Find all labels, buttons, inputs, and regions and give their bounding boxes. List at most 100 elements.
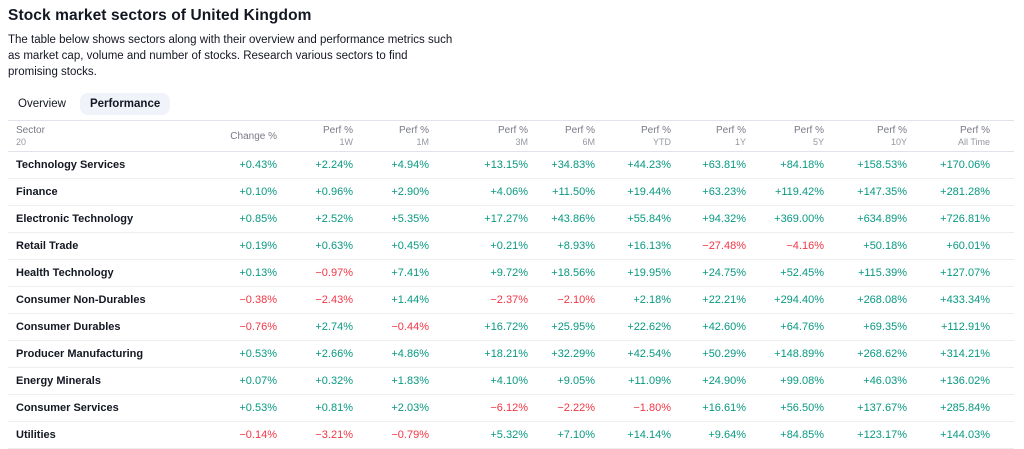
column-sublabel: 6M [582,137,595,147]
perf-value-cell: −2.43% [277,286,353,314]
perf-value-cell: +9.05% [528,367,595,395]
table-body: Technology Services +0.43% +2.24% +4.94% +13… [8,151,1014,449]
perf-value-cell: +44.23% [595,151,671,179]
column-header-ytd[interactable]: Perf % YTD [595,120,671,152]
perf-value-cell: −1.80% [595,394,671,422]
perf-value-cell: +1.83% [353,367,429,395]
sector-name-consumer-non-durables[interactable]: Consumer Non-Durables [8,286,213,314]
sectors-table: Sector 20 Change % Perf % 1W Perf % 1M Perf %… [8,120,1014,449]
perf-value-cell: +94.32% [671,205,746,233]
perf-value-cell: +55.84% [595,205,671,233]
table-row[interactable]: Electronic Technology +0.85% +2.52% +5.35% +… [8,205,1014,233]
perf-value-cell: +17.27% [429,205,528,233]
table-row[interactable]: Consumer Durables −0.76% +2.74% −0.44% +16.7… [8,313,1014,341]
table-row[interactable]: Producer Manufacturing +0.53% +2.66% +4.86%… [8,340,1014,368]
column-header-10y[interactable]: Perf % 10Y [824,120,907,152]
perf-value-cell: +9.72% [429,259,528,287]
column-sublabel: 3M [515,137,528,147]
perf-value-cell: +127.07% [907,259,1014,287]
perf-value-cell: +18.21% [429,340,528,368]
table-row[interactable]: Finance +0.10% +0.96% +2.90% +4.06% +11.50% +1… [8,178,1014,206]
column-label: Perf % [876,125,907,136]
column-header-6m[interactable]: Perf % 6M [528,120,595,152]
column-header-change[interactable]: Change % [213,120,277,152]
sector-name-electronic-technology[interactable]: Electronic Technology [8,205,213,233]
perf-value-cell: +112.91% [907,313,1014,341]
perf-value-cell: +16.61% [671,394,746,422]
column-label: Perf % [959,125,990,136]
sector-name-finance[interactable]: Finance [8,178,213,206]
perf-value-cell: +46.03% [824,367,907,395]
sector-name-retail-trade[interactable]: Retail Trade [8,232,213,260]
table-row[interactable]: Consumer Non-Durables −0.38% −2.43% +1.44% −… [8,286,1014,314]
perf-value-cell: +69.35% [824,313,907,341]
perf-value-cell: +294.40% [746,286,824,314]
table-row[interactable]: Consumer Services +0.53% +0.81% +2.03% −6.12… [8,394,1014,422]
column-header-1w[interactable]: Perf % 1W [277,120,353,152]
perf-value-cell: +170.06% [907,151,1014,179]
perf-value-cell: +5.32% [429,421,528,449]
table-row[interactable]: Technology Services +0.43% +2.24% +4.94% +13… [8,151,1014,179]
table-row[interactable]: Health Technology +0.13% −0.97% +7.41% +9.72… [8,259,1014,287]
column-label: Perf % [398,125,429,136]
perf-value-cell: +52.45% [746,259,824,287]
sector-name-utilities[interactable]: Utilities [8,421,213,449]
perf-value-cell: −0.44% [353,313,429,341]
perf-value-cell: +0.19% [213,232,277,260]
perf-value-cell: +22.21% [671,286,746,314]
perf-value-cell: +50.18% [824,232,907,260]
perf-value-cell: +433.34% [907,286,1014,314]
perf-value-cell: +726.81% [907,205,1014,233]
perf-value-cell: −0.79% [353,421,429,449]
perf-value-cell: −0.97% [277,259,353,287]
table-header-row: Sector 20 Change % Perf % 1W Perf % 1M Perf %… [8,120,1014,152]
perf-value-cell: +22.62% [595,313,671,341]
perf-value-cell: +7.10% [528,421,595,449]
sector-name-producer-manufacturing[interactable]: Producer Manufacturing [8,340,213,368]
column-label: Perf % [640,125,671,136]
perf-value-cell: +0.96% [277,178,353,206]
tab-performance[interactable]: Performance [79,93,171,115]
perf-value-cell: +63.23% [671,178,746,206]
perf-value-cell: +0.53% [213,340,277,368]
column-label: Perf % [715,125,746,136]
sector-name-consumer-durables[interactable]: Consumer Durables [8,313,213,341]
perf-value-cell: −3.21% [277,421,353,449]
perf-value-cell: +285.84% [907,394,1014,422]
perf-value-cell: +24.75% [671,259,746,287]
perf-value-cell: +0.10% [213,178,277,206]
perf-value-cell: +13.15% [429,151,528,179]
tab-overview[interactable]: Overview [8,93,76,115]
column-header-sector[interactable]: Sector 20 [8,120,213,152]
perf-value-cell: +19.95% [595,259,671,287]
column-header-1m[interactable]: Perf % 1M [353,120,429,152]
perf-value-cell: +99.08% [746,367,824,395]
perf-value-cell: +0.45% [353,232,429,260]
perf-value-cell: +123.17% [824,421,907,449]
perf-value-cell: +43.86% [528,205,595,233]
perf-value-cell: +2.52% [277,205,353,233]
sector-name-technology-services[interactable]: Technology Services [8,151,213,179]
perf-value-cell: +16.13% [595,232,671,260]
table-row[interactable]: Utilities −0.14% −3.21% −0.79% +5.32% +7.10% +… [8,421,1014,449]
perf-value-cell: +0.13% [213,259,277,287]
tab-bar: Overview Performance [8,93,1014,115]
table-row[interactable]: Retail Trade +0.19% +0.63% +0.45% +0.21% +8.9… [8,232,1014,260]
perf-value-cell: +0.53% [213,394,277,422]
sector-name-health-technology[interactable]: Health Technology [8,259,213,287]
sector-name-consumer-services[interactable]: Consumer Services [8,394,213,422]
perf-value-cell: +137.67% [824,394,907,422]
column-header-all-time[interactable]: Perf % All Time [907,120,1014,152]
column-header-5y[interactable]: Perf % 5Y [746,120,824,152]
perf-value-cell: +2.24% [277,151,353,179]
column-label: Perf % [564,125,595,136]
column-header-3m[interactable]: Perf % 3M [429,120,528,152]
perf-value-cell: +0.85% [213,205,277,233]
perf-value-cell: +634.89% [824,205,907,233]
sector-name-energy-minerals[interactable]: Energy Minerals [8,367,213,395]
perf-value-cell: +0.21% [429,232,528,260]
perf-value-cell: +11.09% [595,367,671,395]
table-row[interactable]: Energy Minerals +0.07% +0.32% +1.83% +4.10% +… [8,367,1014,395]
column-header-1y[interactable]: Perf % 1Y [671,120,746,152]
perf-value-cell: +42.60% [671,313,746,341]
